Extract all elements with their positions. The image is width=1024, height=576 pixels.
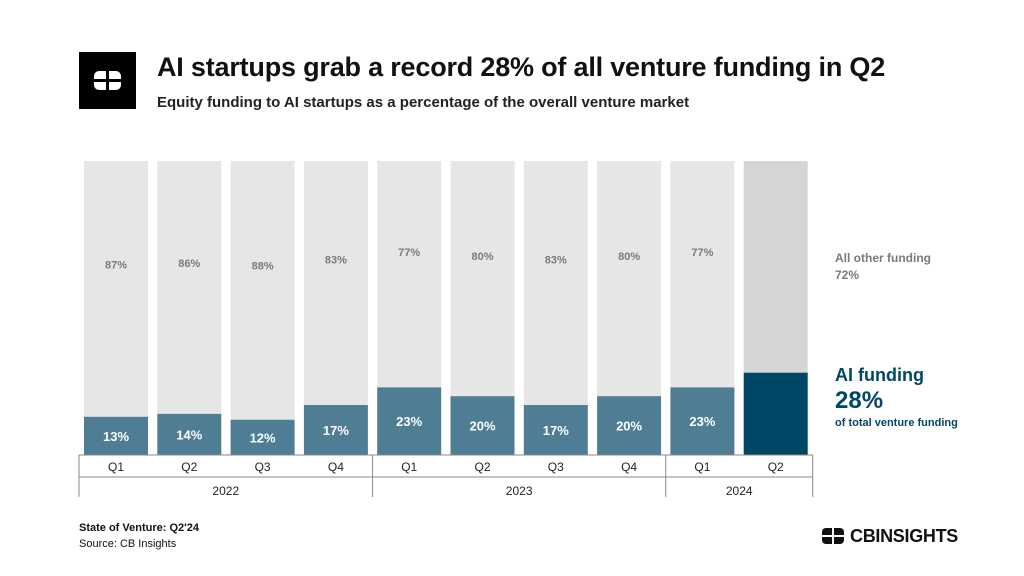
bar-label-other: 77%	[691, 247, 713, 259]
report-name: State of Venture: Q2'24	[79, 522, 199, 534]
bar-ai	[597, 396, 662, 455]
x-tick-label: Q2	[181, 460, 197, 474]
bar-label-ai: 23%	[396, 414, 422, 429]
group-label: 2024	[726, 484, 753, 498]
bar-label-ai: 23%	[689, 414, 715, 429]
bar-label-ai: 20%	[469, 419, 495, 434]
group-label: 2023	[506, 484, 533, 498]
ai-funding-label: AI funding	[835, 365, 924, 385]
bar-other	[230, 161, 295, 420]
brand-name: CBINSIGHTS	[850, 525, 959, 546]
ai-funding-value: 28%	[835, 387, 883, 414]
bar-ai	[84, 416, 148, 455]
bar-label-ai: 20%	[616, 419, 642, 434]
x-tick-label: Q2	[474, 460, 490, 474]
x-tick-label: Q4	[328, 460, 344, 474]
bar-label-other: 83%	[325, 254, 347, 266]
bar-other	[597, 161, 662, 397]
x-tick-label: Q4	[621, 460, 637, 474]
bar-label-ai: 17%	[323, 423, 349, 438]
other-funding-label: All other funding	[835, 251, 931, 265]
ai-funding-caption: of total venture funding	[835, 417, 958, 429]
cb-brand-icon	[822, 528, 844, 544]
x-tick-label: Q1	[108, 460, 124, 474]
bar-label-other: 80%	[618, 251, 640, 263]
x-tick-label: Q3	[548, 460, 564, 474]
bar-other	[450, 161, 515, 397]
bar-label-other: 80%	[471, 251, 493, 263]
x-tick-label: Q1	[694, 460, 710, 474]
bar-ai	[743, 372, 808, 455]
group-label: 2022	[212, 484, 239, 498]
bar-ai	[523, 405, 588, 455]
bar-label-other: 86%	[178, 258, 200, 270]
bar-ai	[377, 387, 442, 455]
x-tick-label: Q2	[768, 460, 784, 474]
bar-label-ai: 12%	[250, 430, 276, 445]
page-subtitle: Equity funding to AI startups as a perce…	[157, 94, 690, 111]
bar-ai	[157, 413, 222, 455]
bar-other	[670, 161, 735, 388]
bar-ai	[450, 396, 515, 455]
x-tick-label: Q1	[401, 460, 417, 474]
bar-label-ai: 17%	[543, 423, 569, 438]
bar-ai	[230, 419, 295, 455]
bar-label-ai: 13%	[103, 429, 129, 444]
bar-label-ai: 14%	[176, 427, 202, 442]
bar-other	[84, 161, 148, 417]
page-title: AI startups grab a record 28% of all ven…	[157, 52, 886, 82]
bar-label-other: 83%	[545, 254, 567, 266]
bar-label-other: 87%	[105, 259, 127, 271]
other-funding-value: 72%	[835, 268, 859, 282]
bar-label-other: 88%	[252, 261, 274, 273]
bar-other	[303, 161, 368, 406]
cbinsights-brand: CBINSIGHTS	[822, 526, 958, 546]
x-tick-label: Q3	[255, 460, 271, 474]
source-note: Source: CB Insights	[79, 538, 177, 550]
bar-other	[157, 161, 222, 414]
bar-ai	[670, 387, 735, 455]
bar-ai	[303, 405, 368, 455]
bar-label-other: 77%	[398, 247, 420, 259]
cb-logo-icon	[79, 52, 136, 109]
bar-other	[377, 161, 442, 388]
bar-other	[523, 161, 588, 406]
bar-other	[743, 161, 808, 373]
